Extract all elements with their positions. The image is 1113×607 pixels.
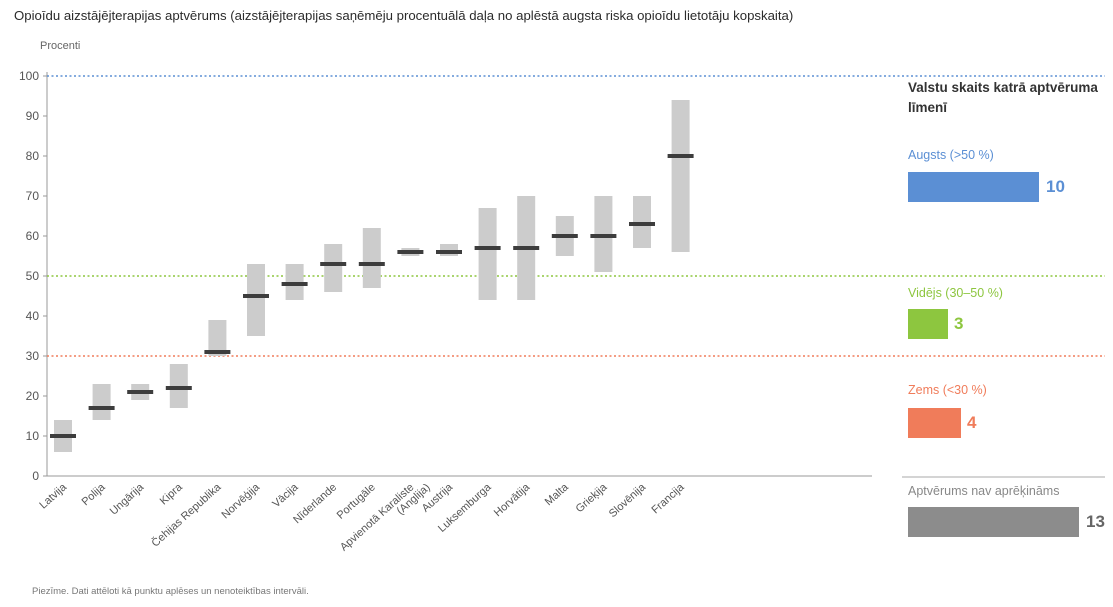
point-estimate-mark <box>474 246 501 250</box>
point-estimate-mark <box>127 390 154 394</box>
legend-count-low: 4 <box>967 413 977 432</box>
y-tick-label: 70 <box>26 189 40 203</box>
ci-range-bar <box>247 264 265 336</box>
ci-range-bar <box>92 384 111 420</box>
point-estimate-mark <box>88 406 115 410</box>
y-tick-label: 0 <box>32 469 39 483</box>
point-estimate-mark <box>281 282 308 286</box>
legend-count-none: 13 <box>1086 512 1105 531</box>
point-estimate-mark <box>667 154 694 158</box>
y-tick-label: 50 <box>26 269 40 283</box>
chart-note: Piezīme. Dati attēloti kā punktu aplēses… <box>32 586 309 597</box>
ci-range-bar <box>362 228 381 288</box>
ci-range-bar <box>478 208 497 300</box>
y-tick-label: 20 <box>26 389 40 403</box>
legend-label-high: Augsts (>50 %) <box>908 148 994 162</box>
point-estimate-mark <box>243 294 269 298</box>
chart-title: Opioīdu aizstājējterapijas aptvērums (ai… <box>14 8 794 23</box>
x-category-label: Apvienotā Karaliste(Anglija) <box>338 473 433 562</box>
legend-bar-low <box>908 408 961 438</box>
x-category-label: Malta <box>543 481 572 509</box>
point-estimate-mark <box>320 262 347 266</box>
legend-label-low: Zems (<30 %) <box>908 383 987 397</box>
legend-label-none: Aptvērums nav aprēķināms <box>908 484 1060 498</box>
y-tick-label: 100 <box>19 69 39 83</box>
y-tick-label: 10 <box>26 429 40 443</box>
y-tick-label: 80 <box>26 149 40 163</box>
x-category-label: Francija <box>650 481 688 517</box>
y-tick-label: 30 <box>26 349 40 363</box>
legend-label-medium: Vidējs (30–50 %) <box>908 286 1003 300</box>
y-axis-label: Procenti <box>40 40 81 52</box>
x-category-label: Ungārija <box>108 481 147 518</box>
point-estimate-mark <box>436 250 462 254</box>
point-estimate-mark <box>50 434 76 438</box>
ci-range-bar <box>324 244 343 292</box>
point-estimate-mark <box>165 386 192 390</box>
x-category-label: Slovēnija <box>607 481 649 520</box>
x-category-label: Čehijas Republika <box>149 480 224 550</box>
point-estimate-mark <box>629 222 655 226</box>
x-category-label: Norvēģija <box>219 480 263 521</box>
y-tick-label: 40 <box>26 309 40 323</box>
point-estimate-mark <box>204 350 231 354</box>
ci-range-bar <box>208 320 227 356</box>
point-estimate-mark <box>513 246 540 250</box>
ci-range-bar <box>671 100 690 252</box>
x-category-label: Vācija <box>270 481 301 511</box>
x-category-label: Polija <box>80 481 109 509</box>
legend-bar-none <box>908 507 1079 537</box>
legend-count-medium: 3 <box>954 314 964 333</box>
legend-count-high: 10 <box>1046 177 1065 196</box>
point-estimate-mark <box>397 250 424 254</box>
legend-bar-high <box>908 172 1039 202</box>
x-category-label: Grieķija <box>574 481 610 515</box>
x-category-label: Horvātija <box>492 481 533 520</box>
x-category-label: Kipra <box>158 481 186 508</box>
x-category-label: Latvija <box>37 481 69 512</box>
legend-bar-medium <box>908 309 948 339</box>
y-tick-label: 60 <box>26 229 40 243</box>
legend-heading: Valstu skaits katrā aptvēruma līmenī <box>908 80 1098 115</box>
point-estimate-mark <box>358 262 385 266</box>
point-estimate-mark <box>551 234 578 238</box>
y-tick-label: 90 <box>26 109 40 123</box>
point-estimate-mark <box>590 234 617 238</box>
